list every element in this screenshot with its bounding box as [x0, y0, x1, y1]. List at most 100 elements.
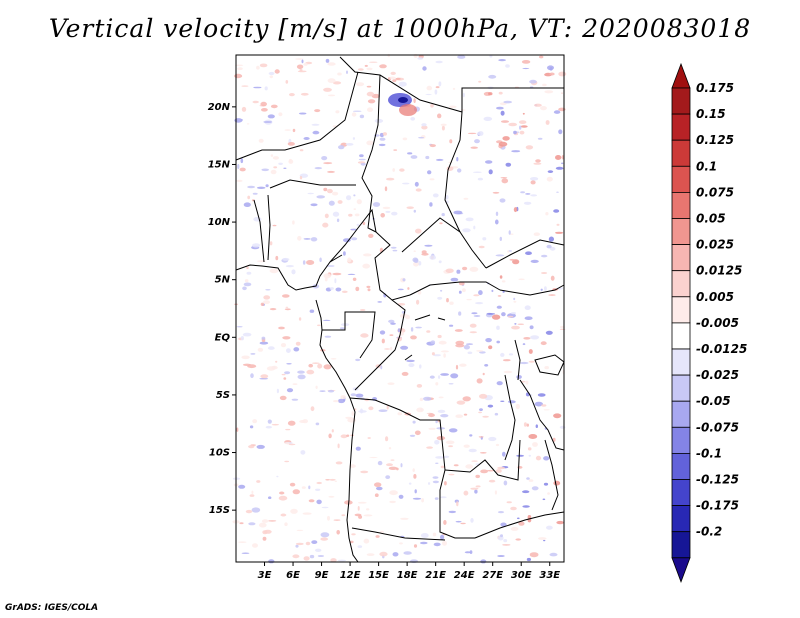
shading-patch	[253, 216, 262, 222]
shading-patch	[268, 520, 277, 522]
shading-patch	[366, 67, 373, 71]
shading-patch	[367, 288, 371, 292]
shading-patch	[435, 60, 443, 64]
shading-patch	[436, 436, 446, 441]
shading-patch	[391, 211, 398, 216]
shading-patch	[543, 539, 546, 542]
shading-patch	[530, 180, 536, 185]
map-title: Vertical velocity [m/s] at 1000hPa, VT: …	[48, 14, 752, 43]
shading-patch	[416, 407, 424, 413]
shading-patch	[351, 237, 358, 241]
shading-patch	[252, 543, 258, 548]
shading-patch	[421, 125, 428, 130]
shading-patch	[275, 360, 278, 363]
shading-patch	[515, 403, 520, 410]
shading-patch	[438, 260, 442, 264]
colorbar-label: 0.15	[696, 107, 726, 121]
shading-patch	[393, 149, 398, 151]
shading-patch	[453, 210, 463, 215]
shading-patch	[528, 434, 538, 439]
colorbar-swatch	[671, 191, 691, 219]
colorbar-label: -0.2	[696, 525, 722, 539]
shading-patch	[315, 422, 320, 426]
shading-patch	[455, 340, 465, 346]
shading-patch	[465, 343, 474, 345]
lon-tick-label: 3E	[258, 570, 272, 581]
shading-patch	[520, 125, 528, 128]
shading-patch	[328, 200, 335, 206]
shading-patch	[495, 254, 505, 257]
shading-patch	[463, 444, 470, 448]
shading-patch	[448, 510, 456, 514]
shading-patch	[495, 211, 499, 216]
shading-patch	[327, 62, 336, 66]
shading-patch	[512, 259, 520, 265]
shading-patch	[467, 132, 477, 135]
shading-patch	[235, 64, 244, 67]
shading-patch	[502, 544, 511, 546]
shading-patch	[363, 538, 370, 544]
shading-patch	[511, 150, 521, 153]
lat-tick-label: 10S	[209, 448, 230, 459]
shading-patch	[497, 555, 505, 557]
shading-patch	[274, 69, 280, 74]
shading-patch	[537, 393, 546, 397]
shading-patch	[260, 374, 269, 379]
shading-patch	[303, 238, 311, 240]
shading-patch	[263, 295, 271, 300]
shading-patch	[270, 154, 274, 157]
shading-patch	[488, 92, 493, 96]
shading-patch	[413, 544, 418, 548]
shading-patch	[284, 308, 291, 311]
shading-patch	[410, 327, 414, 332]
shading-patch	[287, 420, 296, 426]
shading-patch	[332, 81, 342, 85]
shading-patch	[290, 508, 298, 514]
shading-patch	[555, 155, 562, 160]
longitude-axis: 3E 6E 9E 12E 15E 18E 21E 24E 27E 30E 33E	[258, 562, 560, 581]
shading-patch	[503, 480, 508, 486]
shading-patch	[296, 529, 304, 532]
shading-patch	[423, 396, 432, 401]
border-gabon	[322, 311, 376, 359]
shading-patch	[322, 319, 331, 321]
shading-patch	[458, 281, 465, 286]
shading-patch	[462, 92, 465, 98]
shading-patch	[350, 393, 357, 397]
shading-patch	[544, 90, 554, 94]
shading-patch	[357, 501, 367, 504]
shading-patch	[300, 92, 309, 96]
shading-patch	[500, 400, 505, 402]
shading-patch	[432, 476, 439, 479]
shading-patch	[297, 374, 306, 380]
shading-patch	[324, 335, 332, 338]
shading-patch	[366, 553, 375, 556]
shading-patch	[457, 168, 462, 173]
border-benin-nigeria	[267, 194, 271, 261]
shading-patch	[508, 122, 517, 127]
shading-patch	[549, 552, 558, 557]
shading-patch	[297, 370, 305, 374]
border-egypt-sudan	[461, 87, 564, 112]
shading-patch	[469, 331, 477, 334]
shading-patch	[440, 373, 449, 376]
shading-patch	[535, 424, 538, 429]
shading-patch	[303, 63, 308, 66]
shading-patch	[416, 299, 420, 305]
shading-patch	[438, 340, 447, 345]
shading-patch	[487, 404, 494, 408]
shading-patch	[424, 244, 433, 247]
shading-patch	[381, 338, 385, 344]
shading-patch	[241, 85, 249, 87]
shading-patch	[351, 411, 355, 416]
updraft-feature	[399, 104, 417, 116]
shading-patch	[337, 72, 342, 76]
colorbar-swatch	[671, 479, 691, 507]
shading-patch	[414, 489, 417, 494]
colorbar-label: -0.0125	[696, 342, 747, 356]
shading-patch	[524, 316, 533, 321]
shading-patch	[252, 192, 258, 195]
shading-patch	[519, 130, 525, 135]
shading-patch	[552, 437, 556, 442]
shading-patch	[445, 195, 449, 200]
